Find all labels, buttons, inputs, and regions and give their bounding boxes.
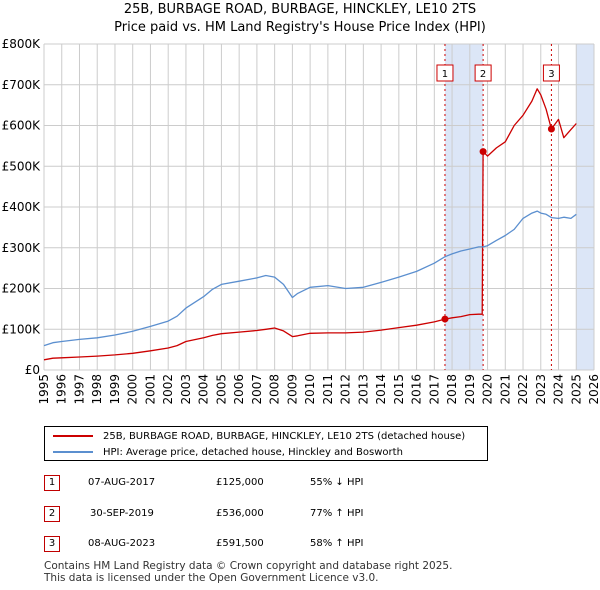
sale-hpi-change: 77% ↑ HPI [310, 508, 364, 519]
x-tick-label: 2019 [463, 374, 477, 405]
legend-label-hpi: HPI: Average price, detached house, Hinc… [103, 446, 403, 458]
x-tick-label: 2025 [569, 374, 583, 405]
x-tick-label: 2022 [516, 374, 530, 405]
x-tick-label: 2011 [321, 374, 335, 405]
y-tick-label: £800K [2, 37, 42, 51]
legend-swatch-property [53, 435, 93, 437]
y-tick-label: £0 [25, 363, 40, 377]
sale-point [479, 148, 487, 156]
sale-label-box [436, 64, 454, 82]
y-tick-label: £300K [2, 241, 42, 255]
x-tick-label: 2004 [197, 374, 211, 405]
sale-price: £125,000 [216, 477, 264, 488]
sale-price: £536,000 [216, 508, 264, 519]
sale-price: £591,500 [216, 538, 264, 549]
x-tick-label: 2023 [534, 374, 548, 405]
property-price-line [43, 88, 577, 361]
sale-point [441, 315, 449, 323]
price-chart: £0 £100K £200K £300K £400K £500K £600K £700K £80… [2, 37, 600, 405]
sale-label-number: 2 [480, 69, 486, 80]
x-tick-label: 2000 [126, 374, 140, 405]
sale-number-badge: 3 [44, 536, 60, 552]
x-tick-label: 2017 [427, 374, 441, 405]
x-tick-label: 2016 [410, 374, 424, 405]
chart-title: 25B, BURBAGE ROAD, BURBAGE, HINCKLEY, LE… [123, 2, 477, 17]
chart-legend: 25B, BURBAGE ROAD, BURBAGE, HINCKLEY, LE… [44, 426, 488, 461]
x-tick-label: 2013 [356, 374, 370, 405]
legend-item-hpi: HPI: Average price, detached house, Hinc… [53, 445, 403, 459]
legend-label-property: 25B, BURBAGE ROAD, BURBAGE, HINCKLEY, LE… [103, 430, 466, 442]
footer-copyright: Contains HM Land Registry data © Crown c… [44, 560, 453, 572]
y-tick-label: £700K [2, 78, 42, 92]
x-tick-label: 2015 [392, 374, 406, 405]
x-tick-label: 2006 [232, 374, 246, 405]
y-tick-label: £400K [2, 200, 42, 214]
sale-hpi-change: 55% ↓ HPI [310, 477, 364, 488]
sale-point [547, 125, 555, 133]
sale-date: 08-AUG-2023 [88, 538, 156, 549]
x-tick-label: 1998 [90, 374, 104, 405]
x-tick-label: 2001 [143, 374, 157, 405]
x-tick-label: 2024 [552, 374, 566, 405]
x-tick-label: 2021 [498, 374, 512, 405]
x-tick-label: 2007 [250, 374, 264, 405]
footer-note: Contains HM Land Registry data © Crown c… [44, 560, 452, 584]
x-tick-label: 2014 [374, 374, 388, 405]
legend-swatch-hpi [53, 451, 93, 453]
y-tick-label: £500K [2, 159, 42, 173]
y-tick-label: £100K [2, 322, 42, 336]
chart-subtitle: Price paid vs. HM Land Registry's House … [114, 20, 486, 35]
sale-number-badge: 1 [44, 475, 60, 491]
y-tick-label: £200K [2, 282, 42, 296]
x-tick-label: 2012 [339, 374, 353, 405]
hpi-line [43, 210, 577, 347]
x-tick-label: 2008 [268, 374, 282, 405]
sale-label-number: 3 [548, 69, 554, 80]
sale-label-box [474, 64, 492, 82]
footer-license: This data is licensed under the Open Gov… [44, 572, 379, 584]
legend-item-property: 25B, BURBAGE ROAD, BURBAGE, HINCKLEY, LE… [53, 429, 465, 443]
sale-label-box [542, 64, 560, 82]
x-tick-label: 2018 [445, 374, 459, 405]
x-tick-label: 1997 [72, 374, 86, 405]
sale-date: 30-SEP-2019 [90, 508, 154, 519]
x-tick-label: 2010 [303, 374, 317, 405]
y-tick-label: £600K [2, 119, 42, 133]
x-tick-label: 2005 [214, 374, 228, 405]
x-tick-label: 2002 [161, 374, 175, 405]
sale-hpi-change: 58% ↑ HPI [310, 538, 364, 549]
x-tick-label: 2003 [179, 374, 193, 405]
sale-number-badge: 2 [44, 506, 60, 522]
x-tick-label: 1995 [37, 374, 51, 405]
x-tick-label: 2026 [587, 374, 600, 405]
x-tick-label: 2009 [285, 374, 299, 405]
x-tick-label: 1996 [55, 374, 69, 405]
x-tick-label: 1999 [108, 374, 122, 405]
sale-label-number: 1 [442, 69, 448, 80]
x-tick-label: 2020 [481, 374, 495, 405]
sale-date: 07-AUG-2017 [88, 477, 156, 488]
